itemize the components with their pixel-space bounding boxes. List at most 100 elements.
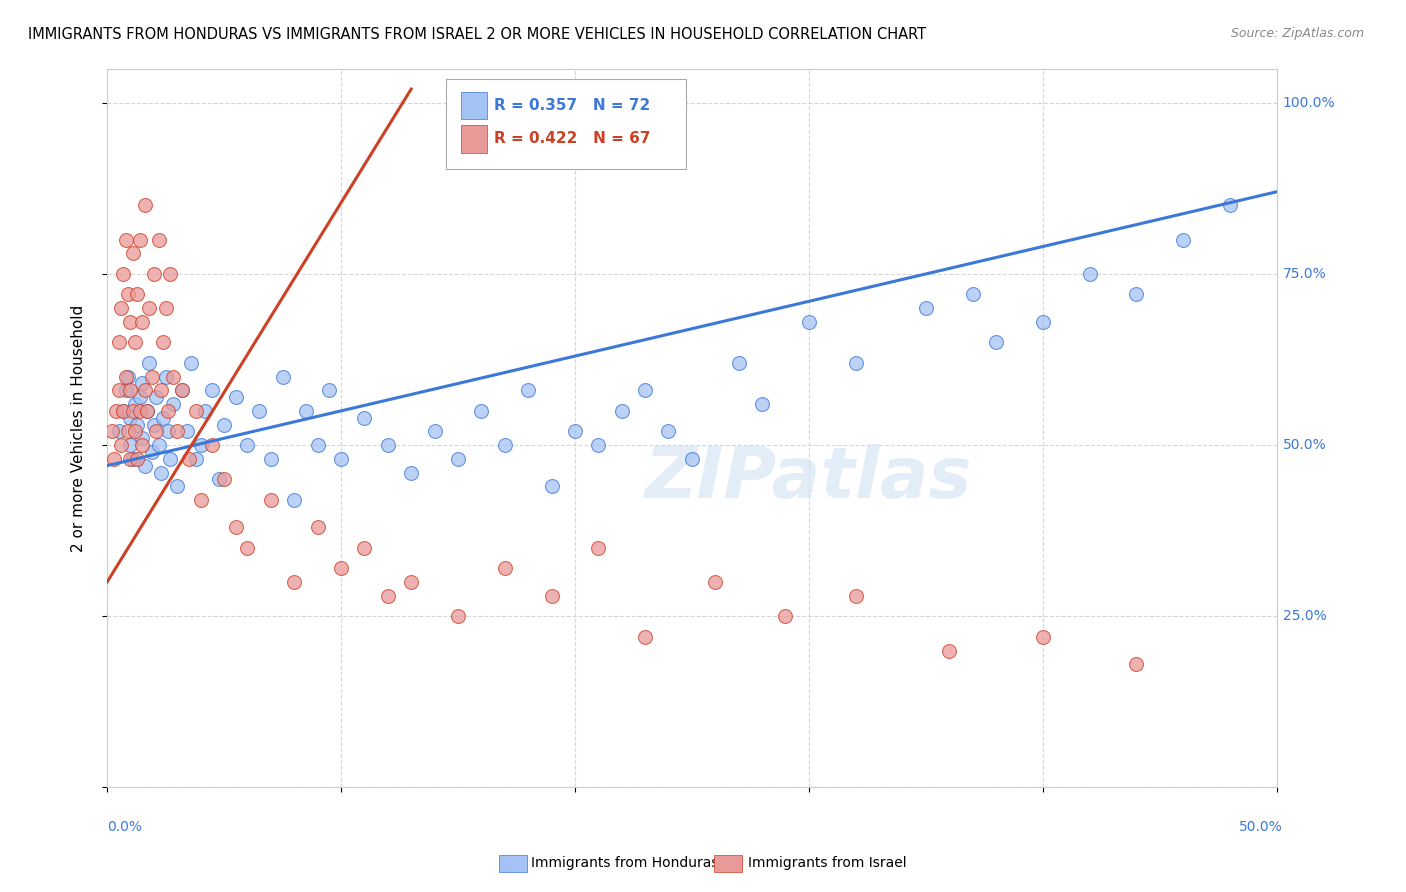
Text: Immigrants from Israel: Immigrants from Israel xyxy=(748,856,907,871)
Point xyxy=(135,404,157,418)
Point xyxy=(120,410,142,425)
Text: Immigrants from Honduras: Immigrants from Honduras xyxy=(531,856,718,871)
Point xyxy=(307,520,329,534)
Text: IMMIGRANTS FROM HONDURAS VS IMMIGRANTS FROM ISRAEL 2 OR MORE VEHICLES IN HOUSEHO: IMMIGRANTS FROM HONDURAS VS IMMIGRANTS F… xyxy=(28,27,927,42)
Point xyxy=(540,589,562,603)
Point xyxy=(588,541,610,555)
Point xyxy=(540,479,562,493)
Point xyxy=(135,404,157,418)
Point xyxy=(938,643,960,657)
Point xyxy=(260,451,283,466)
Point xyxy=(775,609,797,624)
Point xyxy=(148,233,170,247)
Point xyxy=(156,404,179,418)
Point xyxy=(121,404,143,418)
Point xyxy=(162,397,184,411)
Point xyxy=(588,438,610,452)
Point xyxy=(260,492,283,507)
Point xyxy=(162,369,184,384)
Point xyxy=(962,287,984,301)
Point xyxy=(180,356,202,370)
Point xyxy=(208,472,231,486)
Point xyxy=(247,404,270,418)
Point xyxy=(124,425,146,439)
Point xyxy=(120,451,142,466)
Point xyxy=(103,451,125,466)
Point xyxy=(423,425,446,439)
Point xyxy=(377,438,399,452)
Point xyxy=(124,335,146,350)
Point xyxy=(131,376,153,391)
Point xyxy=(124,397,146,411)
Point xyxy=(159,451,181,466)
Point xyxy=(138,356,160,370)
Point xyxy=(1125,657,1147,672)
Point xyxy=(117,425,139,439)
Text: 0.0%: 0.0% xyxy=(107,820,142,834)
Point xyxy=(128,390,150,404)
Point xyxy=(201,438,224,452)
Point xyxy=(120,438,142,452)
Point xyxy=(225,520,247,534)
Point xyxy=(1032,315,1054,329)
Point xyxy=(399,466,422,480)
Text: 50.0%: 50.0% xyxy=(1239,820,1282,834)
Point xyxy=(149,466,172,480)
Point xyxy=(494,438,516,452)
Point xyxy=(704,575,727,590)
Point xyxy=(155,369,177,384)
Point xyxy=(447,609,470,624)
Point xyxy=(166,479,188,493)
Point xyxy=(127,417,149,432)
Text: R = 0.357   N = 72: R = 0.357 N = 72 xyxy=(495,98,651,112)
Point xyxy=(517,384,540,398)
Point xyxy=(283,575,305,590)
Point xyxy=(194,404,217,418)
Point xyxy=(295,404,318,418)
Point xyxy=(112,267,135,281)
Point xyxy=(727,356,749,370)
Point xyxy=(353,410,375,425)
Point xyxy=(283,492,305,507)
Bar xyxy=(461,92,488,119)
Point xyxy=(377,589,399,603)
Point xyxy=(184,451,207,466)
Point xyxy=(112,404,135,418)
Point xyxy=(131,431,153,445)
Point xyxy=(845,356,868,370)
Point xyxy=(110,301,132,315)
Point xyxy=(681,451,703,466)
Point xyxy=(117,287,139,301)
Point xyxy=(184,404,207,418)
Point xyxy=(271,369,294,384)
Point xyxy=(121,451,143,466)
Point xyxy=(141,369,163,384)
Point xyxy=(318,384,340,398)
Point xyxy=(353,541,375,555)
Point xyxy=(114,233,136,247)
Point xyxy=(1078,267,1101,281)
Point xyxy=(128,233,150,247)
Point xyxy=(212,472,235,486)
Point xyxy=(152,410,174,425)
Point xyxy=(307,438,329,452)
Point xyxy=(142,267,165,281)
Text: 25.0%: 25.0% xyxy=(1282,609,1326,624)
Point xyxy=(914,301,936,315)
Point xyxy=(236,541,259,555)
Point xyxy=(148,438,170,452)
Text: R = 0.422   N = 67: R = 0.422 N = 67 xyxy=(495,131,651,146)
Point xyxy=(127,451,149,466)
Point xyxy=(494,561,516,575)
FancyBboxPatch shape xyxy=(446,79,686,169)
Point xyxy=(134,458,156,473)
Point xyxy=(128,404,150,418)
Point xyxy=(100,425,122,439)
Point xyxy=(117,369,139,384)
Point xyxy=(845,589,868,603)
Point xyxy=(145,390,167,404)
Point xyxy=(170,384,193,398)
Point xyxy=(1171,233,1194,247)
Point xyxy=(159,267,181,281)
Point xyxy=(1032,630,1054,644)
